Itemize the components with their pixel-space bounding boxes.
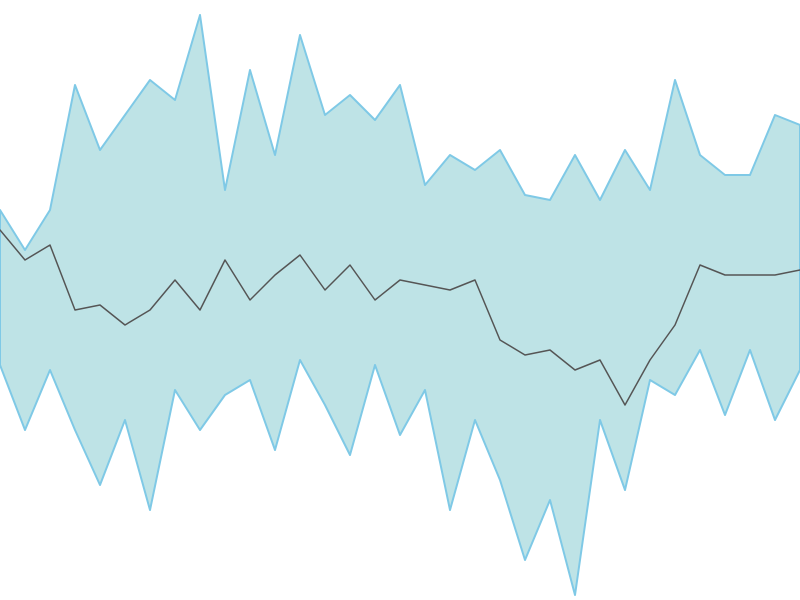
chart-svg [0, 0, 800, 600]
confidence-band [0, 15, 800, 595]
area-line-chart [0, 0, 800, 600]
